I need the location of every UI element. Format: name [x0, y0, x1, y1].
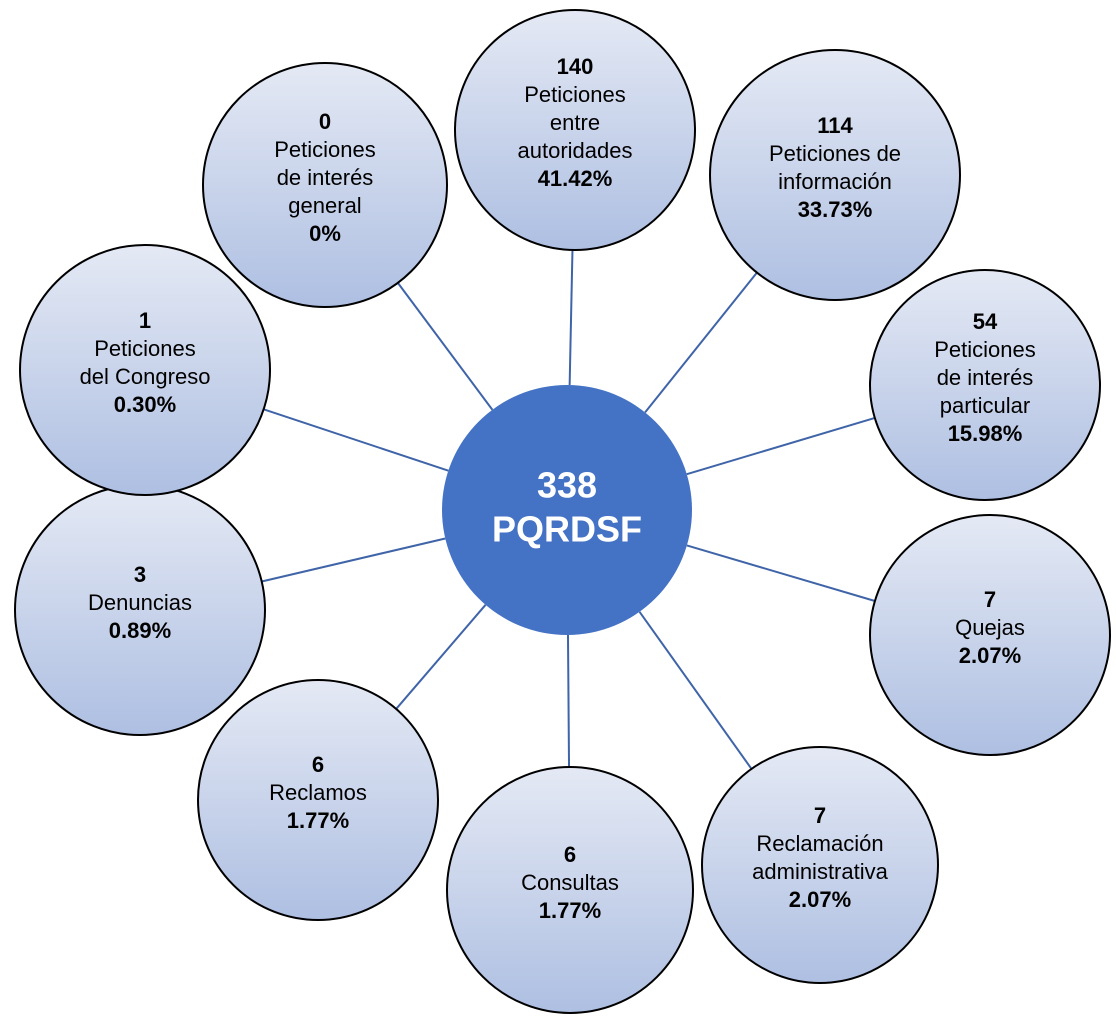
node-count: 6	[564, 842, 576, 867]
node-circle	[709, 49, 961, 301]
connector	[686, 544, 876, 602]
node-circle	[19, 244, 271, 496]
connector	[261, 537, 446, 583]
node-count: 3	[134, 562, 146, 587]
node-count: 140	[557, 54, 594, 79]
node-circle	[454, 9, 696, 251]
node-percent: 0%	[309, 221, 341, 246]
node-count: 7	[814, 803, 826, 828]
node-label: Quejas	[955, 615, 1025, 640]
node-label: Peticiones	[94, 336, 196, 361]
node-label: de interés	[277, 165, 374, 190]
node-label: entre	[550, 110, 600, 135]
node-label: autoridades	[518, 138, 633, 163]
node-count: 54	[973, 309, 998, 334]
node-label: Reclamos	[269, 780, 367, 805]
node-percent: 0.89%	[109, 618, 171, 643]
connector	[397, 282, 494, 411]
node-circle	[701, 746, 939, 984]
node-count: 7	[984, 587, 996, 612]
connector	[263, 408, 449, 472]
node-count: 0	[319, 109, 331, 134]
node-label: Peticiones	[934, 337, 1036, 362]
node-percent: 33.73%	[798, 197, 873, 222]
node-label: información	[778, 169, 892, 194]
node-percent: 41.42%	[538, 166, 613, 191]
node-label: Peticiones	[274, 137, 376, 162]
connector	[395, 604, 487, 710]
node-label: Peticiones	[524, 82, 626, 107]
node-count: 6	[312, 752, 324, 777]
node-label: Denuncias	[88, 590, 192, 615]
connector	[638, 611, 753, 770]
node-label: de interés	[937, 365, 1034, 390]
node-percent: 1.77%	[287, 808, 349, 833]
center-label: PQRDSF	[492, 509, 642, 550]
node-label: del Congreso	[80, 364, 211, 389]
connector	[686, 416, 876, 476]
node-label: general	[288, 193, 361, 218]
node-circle	[197, 679, 439, 921]
connector	[644, 271, 758, 414]
node-count: 1	[139, 308, 151, 333]
node-percent: 2.07%	[789, 887, 851, 912]
node-label: Peticiones de	[769, 141, 901, 166]
connector	[566, 634, 571, 768]
center-count: 338	[537, 465, 597, 506]
node-label: particular	[940, 393, 1030, 418]
node-label: Consultas	[521, 870, 619, 895]
node-percent: 15.98%	[948, 421, 1023, 446]
node-count: 114	[817, 113, 853, 138]
connector	[568, 249, 574, 386]
node-label: Reclamación	[756, 831, 883, 856]
node-label: administrativa	[752, 859, 888, 884]
node-circle	[869, 514, 1111, 756]
node-percent: 2.07%	[959, 643, 1021, 668]
center-circle	[442, 385, 692, 635]
node-circle	[202, 62, 448, 308]
node-percent: 1.77%	[539, 898, 601, 923]
node-percent: 0.30%	[114, 392, 176, 417]
node-circle	[869, 269, 1101, 501]
node-circle	[446, 766, 694, 1014]
